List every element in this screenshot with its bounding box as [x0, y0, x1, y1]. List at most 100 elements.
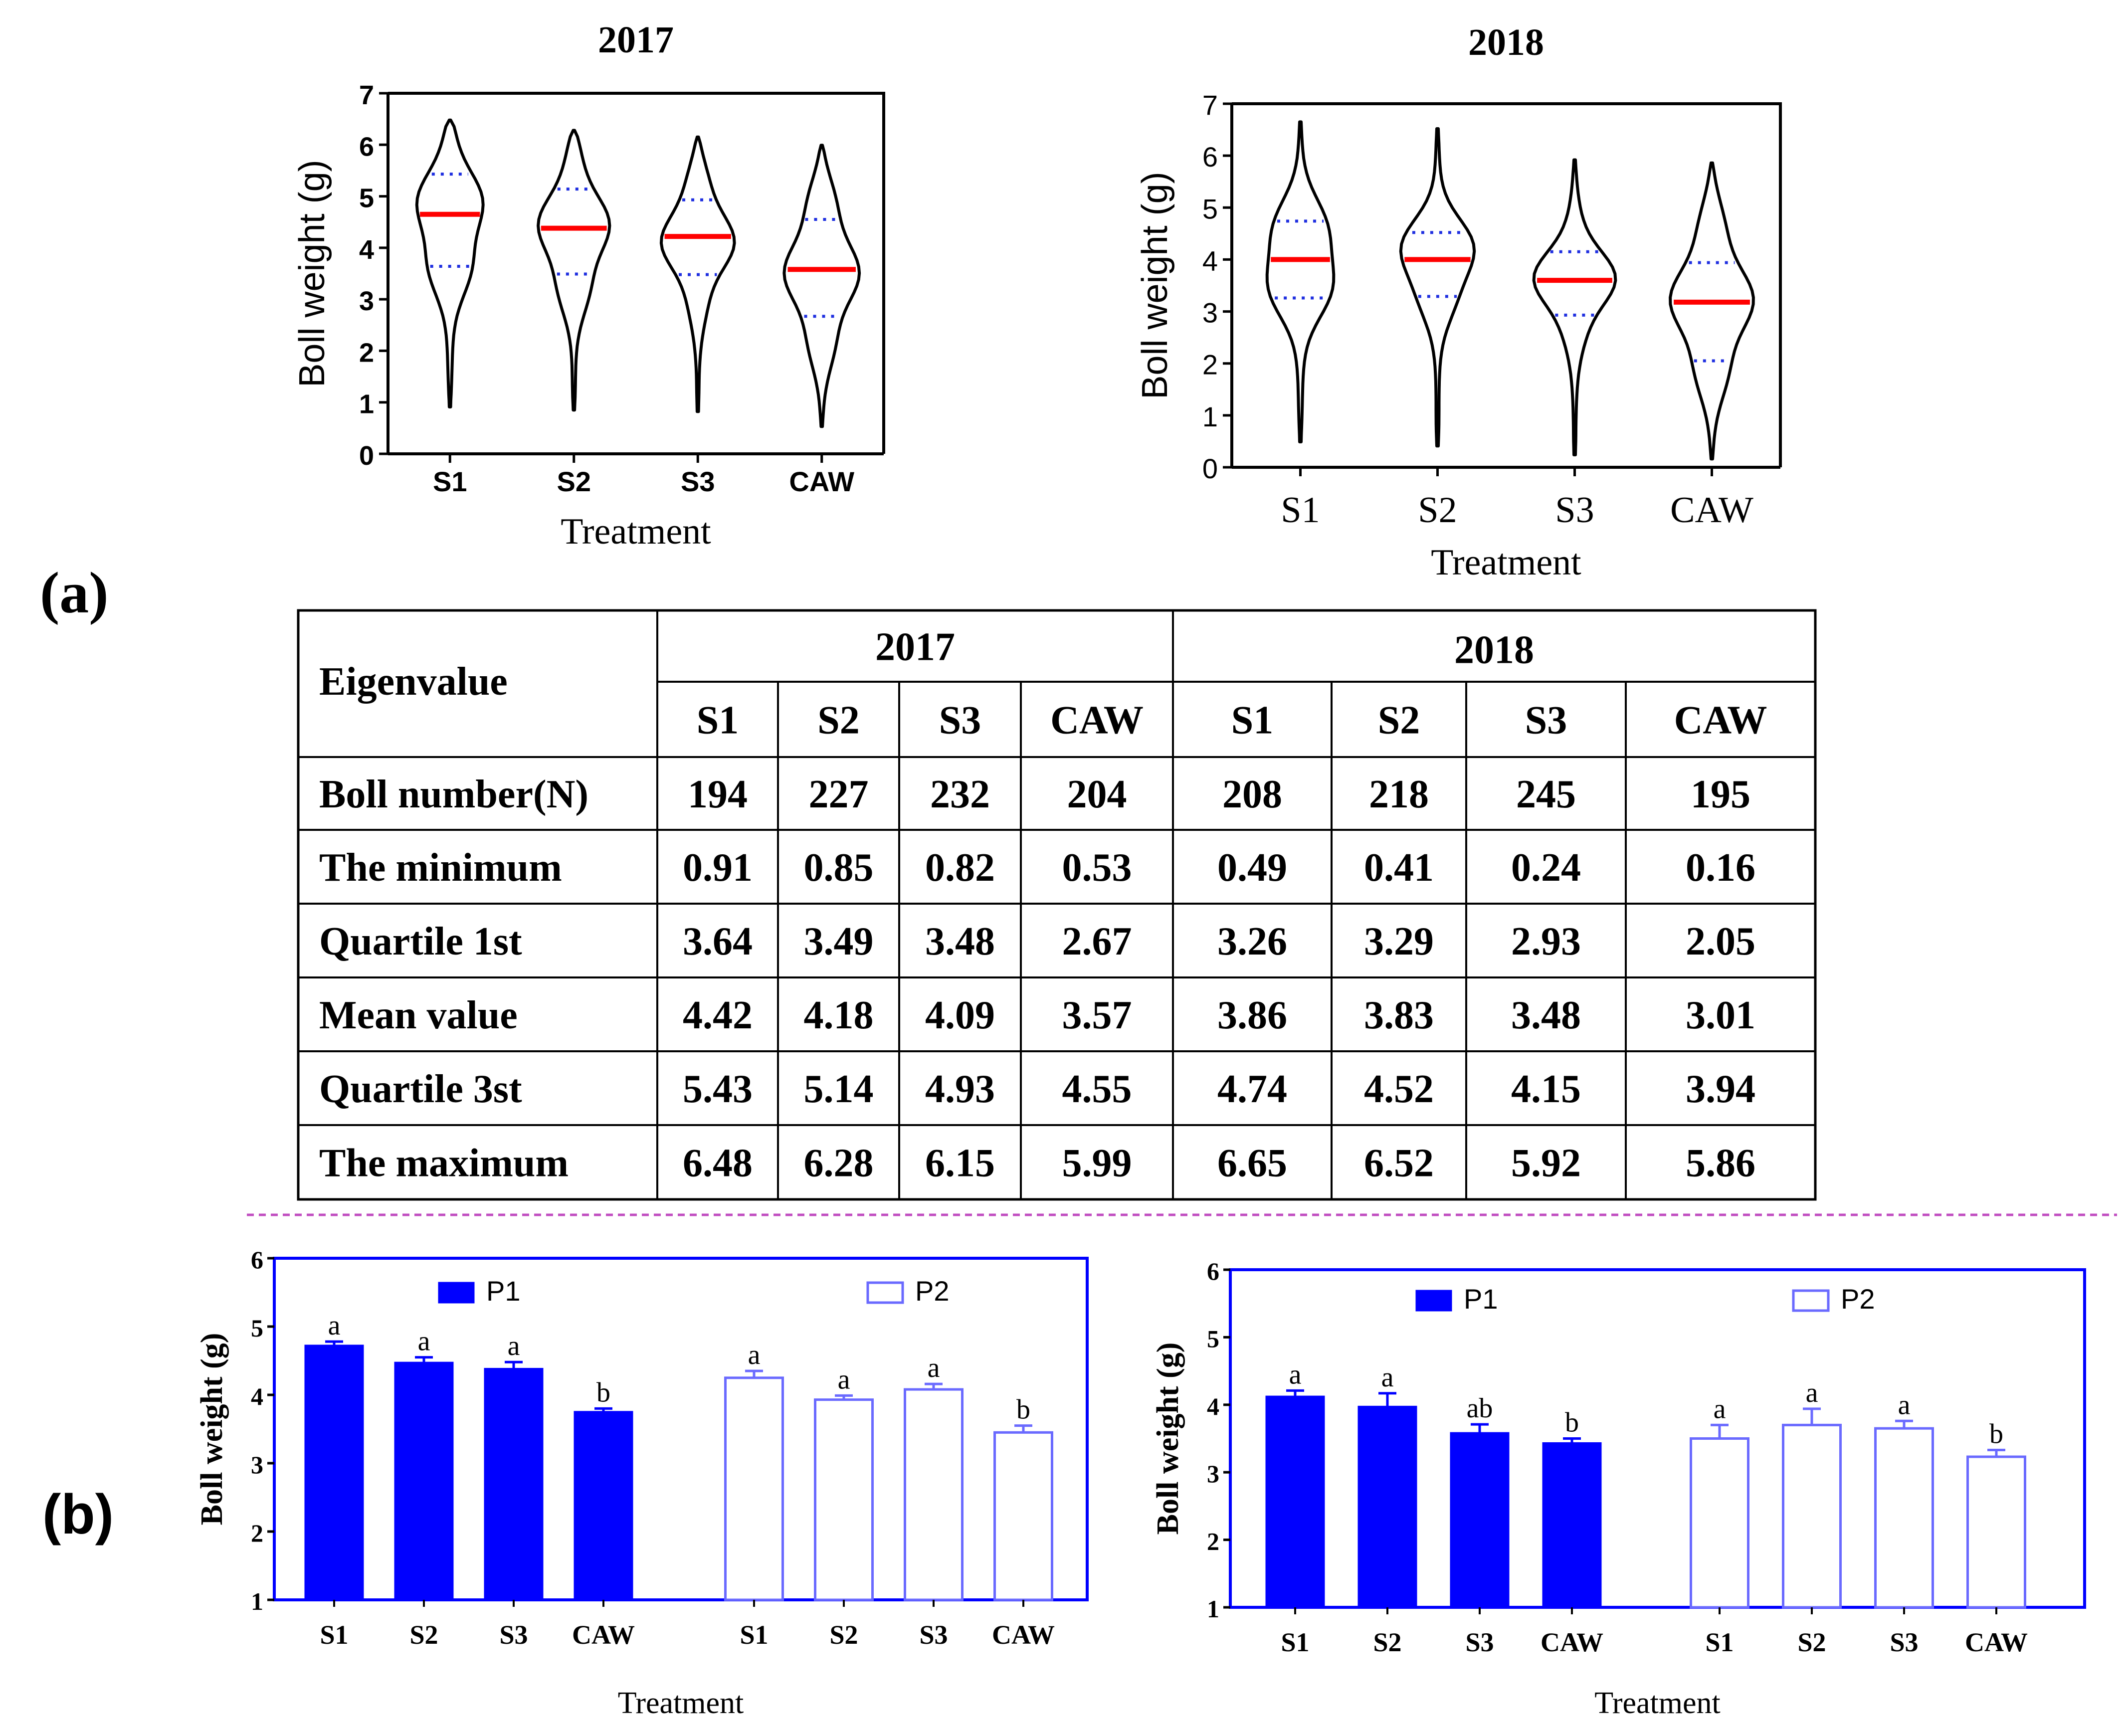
- legend-label-P2: P2: [915, 1275, 950, 1307]
- table-cell: 194: [688, 772, 748, 816]
- y-axis-title: Boll weight (g): [195, 1333, 229, 1526]
- significance-letter: a: [748, 1340, 761, 1370]
- violin-chart-2017: 2017 0 1 2 3 4 5 6 7 S1 S2 S3 CAW Treatment Boll weigh…: [292, 19, 885, 552]
- x-tick-label: S1: [320, 1620, 348, 1650]
- violin-S1: [1265, 120, 1336, 443]
- table-cell: 4.55: [1062, 1067, 1132, 1111]
- table-cell: 6.65: [1217, 1142, 1287, 1185]
- y-tick-label: 1: [1207, 1595, 1219, 1623]
- x-axis-title: Treatment: [1594, 1686, 1721, 1720]
- bar-P1-S1: [304, 1345, 364, 1601]
- table-column-header: S2: [1378, 699, 1420, 743]
- table-cell: 0.91: [683, 846, 753, 890]
- significance-letter: a: [418, 1326, 430, 1357]
- bar-P1-CAW: [574, 1411, 633, 1601]
- table-cell: 3.01: [1686, 993, 1755, 1037]
- table-cell: 0.41: [1364, 846, 1434, 890]
- y-tick-label: 6: [1207, 1257, 1219, 1285]
- chart-title: 2017: [598, 19, 674, 61]
- x-tick-label: S1: [1281, 1627, 1309, 1657]
- bar-P2-CAW: [993, 1431, 1053, 1601]
- chart-title: 2018: [1468, 21, 1544, 63]
- y-tick-label: 2: [1202, 349, 1218, 381]
- y-tick-label: 2: [1207, 1528, 1219, 1555]
- table-year-header: 2017: [875, 625, 955, 669]
- bar-P1-S2: [394, 1361, 454, 1601]
- table-cell: 4.93: [925, 1067, 995, 1111]
- y-tick-label: 3: [1202, 297, 1218, 329]
- violin-CAW: [1669, 161, 1755, 461]
- legend-swatch-P2: [866, 1281, 904, 1304]
- table-cell: 0.49: [1217, 846, 1287, 890]
- x-axis-title: Treatment: [561, 511, 711, 552]
- y-tick-label: 4: [251, 1382, 263, 1410]
- y-tick-label: 3: [251, 1451, 263, 1479]
- bar-P2-S2: [814, 1398, 874, 1601]
- significance-letter: b: [1565, 1407, 1579, 1438]
- bar-P2-S3: [1874, 1427, 1934, 1609]
- significance-letter: a: [1898, 1389, 1911, 1420]
- table-column-header: S1: [697, 699, 739, 743]
- y-tick-label: 4: [1207, 1392, 1219, 1420]
- table-column-header: CAW: [1674, 699, 1767, 743]
- table-cell: 5.43: [683, 1067, 753, 1111]
- y-tick-label: 5: [251, 1314, 263, 1342]
- table-cell: 245: [1516, 772, 1576, 816]
- table-border: [297, 609, 1817, 1201]
- table-cell: 3.57: [1062, 993, 1132, 1037]
- bar-P2-S2: [1782, 1423, 1842, 1609]
- table-cell: 3.48: [1511, 993, 1581, 1037]
- legend-swatch-P1: [1415, 1290, 1452, 1312]
- significance-letter: a: [1714, 1393, 1726, 1424]
- plot-frame: [1232, 102, 1782, 467]
- x-tick-label: S3: [1890, 1627, 1918, 1657]
- y-tick-label: 3: [359, 286, 374, 316]
- violin-S2: [537, 129, 611, 412]
- x-tick-label: S1: [1281, 490, 1320, 531]
- y-tick-label: 4: [1202, 245, 1218, 276]
- table-cell: 0.82: [925, 846, 995, 890]
- plot-frame: [1229, 1268, 2086, 1609]
- x-tick-label: S2: [1418, 490, 1457, 531]
- table-column-header: S3: [939, 699, 981, 743]
- table-cell: 195: [1691, 772, 1750, 816]
- table-row-label: The maximum: [319, 1142, 569, 1185]
- bar-P2-S1: [724, 1376, 784, 1601]
- x-tick-label: S2: [829, 1620, 858, 1650]
- bar-P2-CAW: [1966, 1455, 2026, 1609]
- y-axis-title: Boll weight (g): [1151, 1343, 1185, 1535]
- table-cell: 4.74: [1217, 1067, 1287, 1111]
- bar-chart-2017: 1 2 3 4 5 6 Boll weight (g) Treatment a S1 a S2 a S3 b…: [195, 1246, 1089, 1720]
- y-tick-label: 5: [1207, 1325, 1219, 1352]
- x-tick-label: CAW: [1541, 1627, 1603, 1657]
- x-tick-label: S1: [433, 466, 467, 497]
- bar-P1-S3: [484, 1367, 544, 1601]
- violin-S3: [1532, 158, 1617, 457]
- table-cell: 0.16: [1686, 846, 1755, 890]
- x-axis-title: Treatment: [1431, 542, 1581, 583]
- legend-label-P1: P1: [1464, 1283, 1498, 1315]
- y-axis-title: Boll weight (g): [1135, 172, 1175, 399]
- panel-label-b: (b): [42, 1483, 114, 1545]
- bar-P1-S2: [1357, 1405, 1417, 1609]
- y-tick-label: 0: [1202, 453, 1218, 484]
- x-tick-label: S1: [1705, 1627, 1734, 1657]
- table-cell: 6.15: [925, 1142, 995, 1185]
- table-cell: 2.05: [1686, 920, 1755, 964]
- y-tick-label: 1: [251, 1587, 263, 1615]
- bar-P1-S1: [1265, 1395, 1325, 1608]
- table-cell: 0.24: [1511, 846, 1581, 890]
- y-tick-label: 4: [359, 235, 374, 265]
- x-tick-label: CAW: [1670, 490, 1753, 531]
- violin-S1: [415, 118, 485, 409]
- significance-letter: b: [1016, 1394, 1030, 1425]
- table-cell: 204: [1067, 772, 1127, 816]
- bar-P1-CAW: [1542, 1442, 1602, 1609]
- y-tick-label: 2: [359, 338, 374, 368]
- x-tick-label: S1: [740, 1620, 768, 1650]
- legend-label-P2: P2: [1841, 1283, 1875, 1315]
- table-cell: 218: [1369, 772, 1429, 816]
- x-tick-label: S2: [557, 466, 591, 497]
- violin-chart-2018: 2018 0 1 2 3 4 5 6 7 S1 S2 S3 CAW Treatment Boll weigh…: [1135, 21, 1782, 583]
- violin-S3: [659, 135, 736, 413]
